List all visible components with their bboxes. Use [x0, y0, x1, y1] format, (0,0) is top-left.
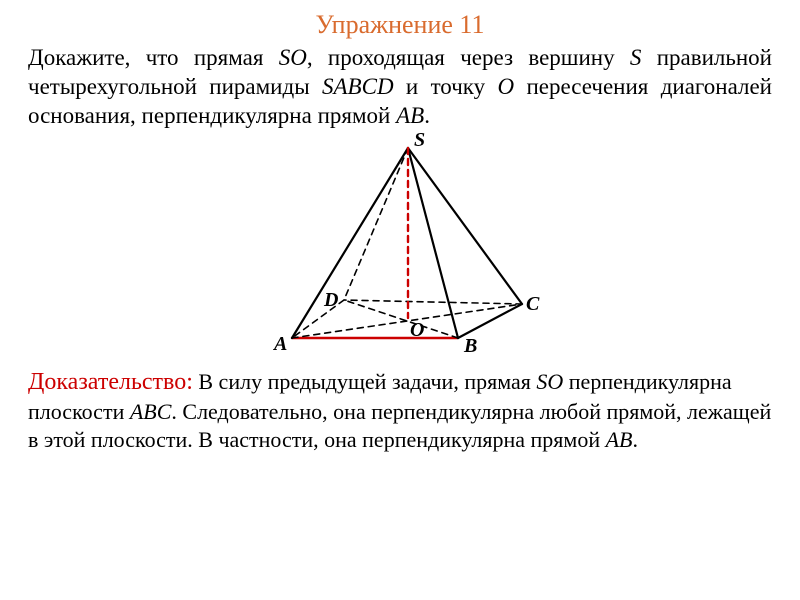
math-italic: S: [630, 45, 642, 70]
slide: Упражнение 11 Докажите, что прямая SO, п…: [0, 0, 800, 600]
edge: [408, 148, 522, 304]
vertex-label: C: [526, 293, 540, 315]
vertex-label: A: [272, 333, 287, 355]
edge: [344, 300, 458, 338]
math-italic: O: [497, 74, 514, 99]
math-italic: AB: [606, 427, 633, 452]
vertex-label: O: [410, 319, 424, 341]
vertex-label: B: [463, 335, 477, 357]
text-run: Докажите, что прямая: [28, 45, 279, 70]
pyramid-figure: S A B C D O: [28, 128, 772, 373]
pyramid-svg: S A B C D O: [220, 128, 580, 368]
exercise-title: Упражнение 11: [28, 10, 772, 40]
text-run: В силу предыдущей задачи, прямая: [193, 369, 537, 394]
math-italic: AB: [396, 103, 424, 128]
math-italic: ABC: [130, 399, 172, 424]
math-italic: SO: [279, 45, 307, 70]
math-italic: SABCD: [322, 74, 394, 99]
math-italic: SO: [536, 369, 563, 394]
text-run: и точку: [394, 74, 498, 99]
proof-text: Доказательство: В силу предыдущей задачи…: [28, 367, 772, 454]
vertex-label: S: [414, 129, 425, 151]
edge: [292, 148, 408, 338]
text-run: , проходящая через вершину: [307, 45, 630, 70]
edge: [408, 148, 458, 338]
problem-statement: Докажите, что прямая SO, проходящая чере…: [28, 44, 772, 130]
proof-label: Доказательство:: [28, 369, 193, 395]
edge: [344, 300, 522, 304]
text-run: .: [424, 103, 430, 128]
edge: [344, 148, 408, 300]
vertex-label: D: [323, 289, 338, 311]
text-run: .: [633, 427, 639, 452]
